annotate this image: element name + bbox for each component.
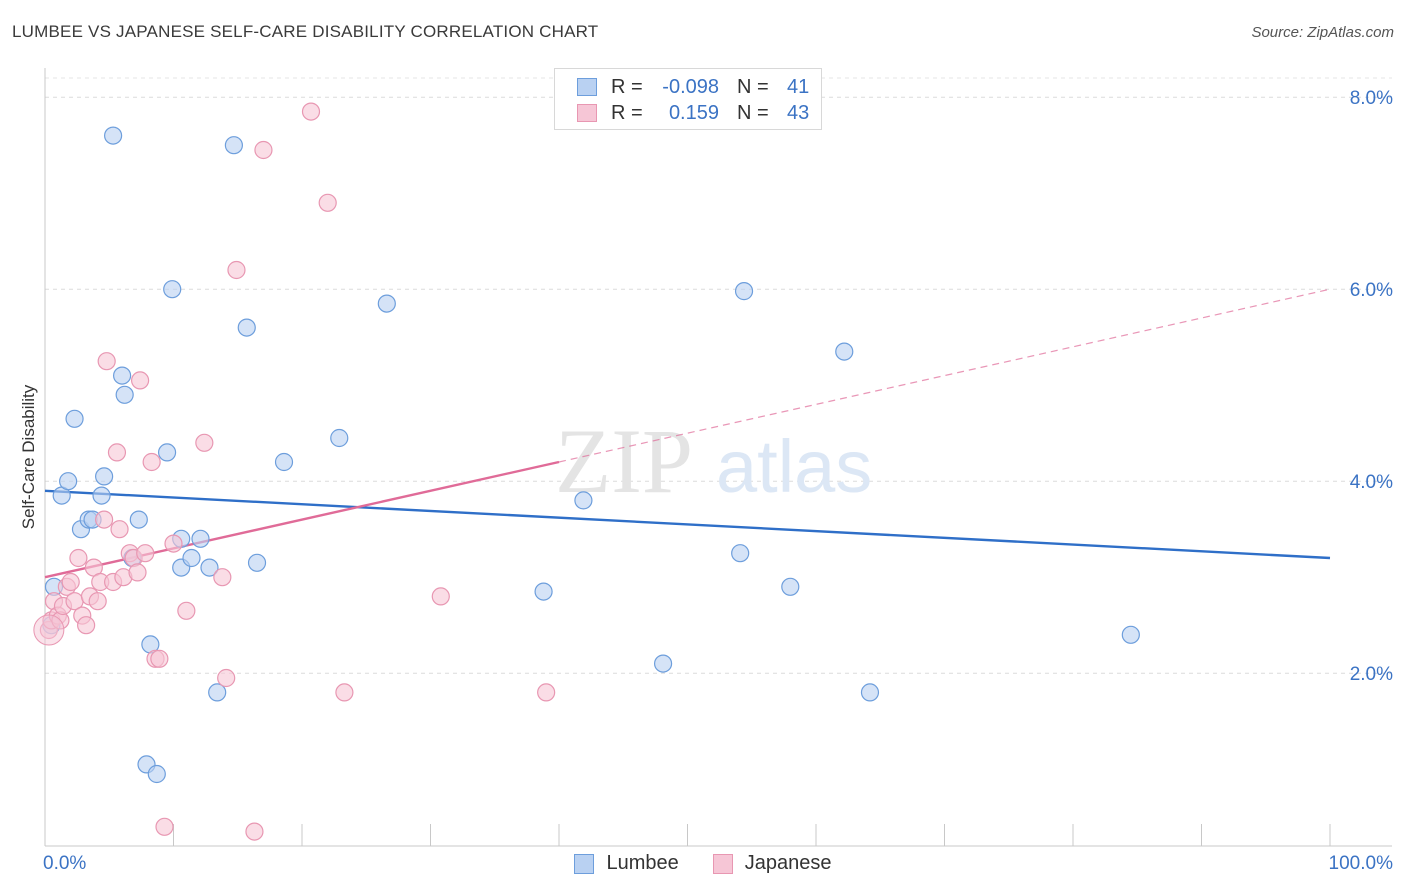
source-label: Source: ZipAtlas.com [1251,24,1394,41]
japanese-swatch-icon [577,104,597,122]
lumbee-point [191,529,210,548]
chart-title: LUMBEE VS JAPANESE SELF-CARE DISABILITY … [12,22,599,41]
japanese-point [95,510,114,529]
y-tick-label: 8.0% [1350,88,1393,109]
japanese-trend-line [44,460,560,579]
lumbee-point [731,544,750,563]
legend-r-value: 0.159 [668,101,719,124]
japanese-point [69,548,88,568]
y-axis-label: Self-Care Disability [19,384,38,529]
legend-n-value: 41 [787,75,810,98]
japanese-legend-icon [712,853,733,874]
lumbee-point [781,577,800,596]
lumbee-point [274,452,294,472]
lumbee-point [1121,625,1140,644]
japanese-point [77,616,96,635]
lumbee-point [95,467,114,486]
legend: R = -0.098 N = 41 R = 0.159 N = 43 [554,68,822,130]
tick-labels: 2.0% 4.0% 6.0% 8.0% 0.0% 100.0% [43,88,1393,874]
series-legend: Lumbee Japanese [0,852,1406,875]
legend-n-value: 43 [787,101,810,124]
japanese-point [128,563,147,582]
legend-r-value: -0.098 [662,75,719,98]
lumbee-point [115,385,134,404]
lumbee-point [224,136,243,155]
japanese-point [88,592,107,611]
grid-lines [45,77,1392,674]
lumbee-point [112,366,132,385]
lumbee-point [129,510,148,529]
japanese-point [431,587,450,606]
japanese-point [130,371,150,390]
lumbee-legend-icon [574,853,595,874]
lumbee-point [147,764,166,784]
series-name-lumbee: Lumbee [606,852,679,874]
japanese-point [155,817,174,836]
series-name-japanese: Japanese [744,852,832,874]
watermark-atlas: atlas [716,425,872,508]
lumbee-point [59,472,78,491]
series-legend-lumbee: Lumbee [574,852,679,875]
japanese-point [107,443,127,462]
lumbee-point [200,558,219,577]
japanese-point [537,683,556,702]
lumbee-point [835,342,854,361]
japanese-point [227,260,246,280]
legend-row-lumbee: R = -0.098 N = 41 [577,74,809,100]
japanese-point [335,683,354,702]
axes [44,68,1392,847]
y-tick-label: 4.0% [1350,472,1393,493]
y-tick-label: 6.0% [1350,280,1393,301]
legend-r-label: R = [611,75,643,98]
japanese-point [217,668,236,688]
x-tick-label: 100.0% [1329,853,1394,874]
lumbee-point [65,409,84,428]
japanese-point [97,352,116,371]
japanese-point [110,520,129,539]
legend-n-label: N = [737,101,769,124]
lumbee-point [237,318,256,337]
legend-r-label: R = [611,101,643,124]
japanese-point [254,140,273,160]
japanese-point [33,614,65,646]
japanese-point [136,544,155,563]
lumbee-point [860,683,880,702]
lumbee-point [104,126,123,145]
x-tick-label: 0.0% [43,853,86,874]
japanese-point [177,601,196,620]
lumbee-point [734,282,754,301]
japanese-point [150,649,169,668]
japanese-point [213,568,232,587]
watermark: ZIP atlas [555,410,872,512]
series-legend-japanese: Japanese [712,852,832,875]
lumbee-swatch-icon [577,78,597,96]
lumbee-point [182,548,201,568]
japanese-point [61,572,80,592]
japanese-point [245,822,264,841]
legend-row-japanese: R = 0.159 N = 43 [577,100,809,126]
japanese-point [318,193,337,212]
y-tick-label: 2.0% [1350,664,1393,685]
lumbee-point [92,486,111,505]
lumbee-point [574,491,593,510]
lumbee-point [157,443,177,462]
lumbee-point [330,428,349,448]
lumbee-trend-line [44,489,1331,560]
lumbee-point [653,654,673,673]
lumbee-point [534,582,553,601]
japanese-point [142,452,161,472]
lumbee-point [163,280,182,299]
lumbee-point [208,683,227,702]
japanese-point [301,102,321,121]
legend-n-label: N = [737,75,769,98]
lumbee-point [377,294,396,313]
japanese-point [195,433,214,452]
japanese-point [164,534,183,553]
data-points [33,102,1140,841]
lumbee-point [247,553,267,572]
